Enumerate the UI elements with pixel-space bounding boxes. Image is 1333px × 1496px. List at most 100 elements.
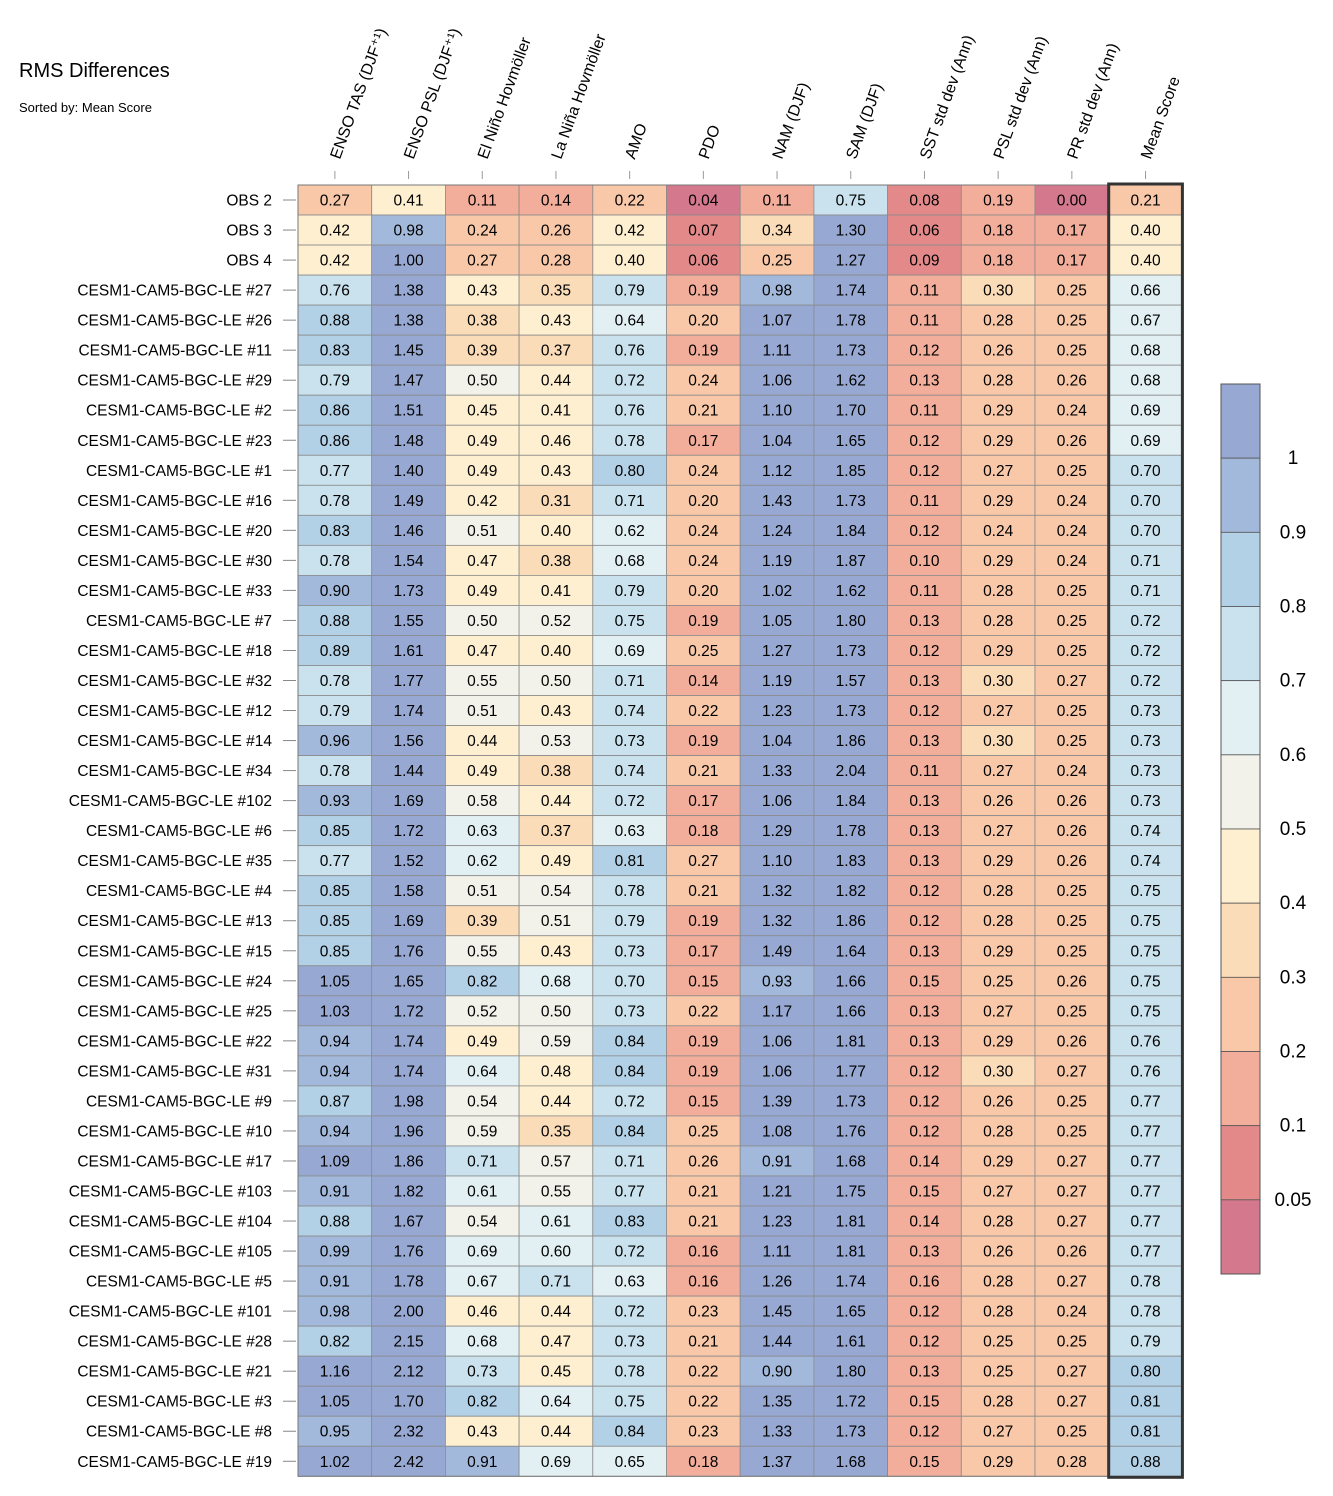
cell-value: 0.49 bbox=[541, 853, 571, 870]
cell-value: 0.30 bbox=[983, 733, 1014, 750]
cell-value: 0.69 bbox=[1130, 433, 1160, 450]
heatmap-cell bbox=[813, 484, 889, 516]
heatmap-cell bbox=[371, 1055, 446, 1087]
row-label: OBS 4 bbox=[226, 253, 272, 270]
heatmap-cell bbox=[592, 1025, 667, 1057]
heatmap-cell bbox=[1108, 695, 1183, 726]
heatmap-cell bbox=[739, 695, 815, 726]
cell-value: 0.41 bbox=[541, 583, 571, 600]
heatmap-cell bbox=[371, 1085, 446, 1117]
heatmap-cell bbox=[1034, 304, 1110, 336]
cell-value: 0.26 bbox=[541, 223, 571, 240]
heatmap-cell bbox=[1034, 665, 1110, 696]
cell-value: 0.84 bbox=[615, 1123, 646, 1140]
heatmap-cell bbox=[592, 1265, 667, 1297]
cell-value: 0.24 bbox=[688, 373, 719, 390]
heatmap-cell bbox=[518, 484, 594, 516]
colorbar-segment bbox=[1220, 902, 1261, 978]
heatmap-cell bbox=[887, 214, 962, 246]
heatmap-cell bbox=[518, 544, 594, 576]
cell-value: 0.72 bbox=[615, 793, 645, 810]
colorbar-tick-label: 0.6 bbox=[1280, 745, 1306, 766]
cell-value: 0.17 bbox=[688, 433, 718, 450]
cell-value: 0.25 bbox=[1057, 313, 1087, 330]
heatmap-cell bbox=[813, 1235, 889, 1267]
cell-value: 0.88 bbox=[320, 1214, 350, 1231]
heatmap-cell bbox=[592, 514, 667, 546]
cell-value: 1.78 bbox=[836, 313, 866, 330]
cell-value: 0.81 bbox=[1130, 1424, 1160, 1441]
heatmap-cell bbox=[813, 935, 889, 967]
cell-value: 0.12 bbox=[909, 1123, 939, 1140]
cell-value: 0.28 bbox=[983, 883, 1013, 900]
cell-value: 0.82 bbox=[320, 1334, 350, 1351]
heatmap-cell bbox=[518, 695, 594, 726]
cell-value: 0.29 bbox=[983, 643, 1013, 660]
heatmap-cell bbox=[592, 1055, 667, 1087]
heatmap-cell bbox=[592, 394, 667, 426]
heatmap-cell bbox=[960, 454, 1036, 486]
heatmap-cell bbox=[297, 484, 373, 516]
row-label: CESM1-CAM5-BGC-LE #102 bbox=[69, 793, 272, 810]
cell-value: 0.22 bbox=[688, 1364, 718, 1381]
cell-value: 0.51 bbox=[467, 883, 497, 900]
cell-value: 0.42 bbox=[467, 493, 497, 510]
heatmap-cell bbox=[371, 845, 446, 877]
heatmap-cell bbox=[813, 274, 889, 306]
cell-value: 0.12 bbox=[909, 523, 939, 540]
heatmap-cell bbox=[739, 1385, 815, 1417]
heatmap-cell bbox=[444, 1145, 520, 1177]
heatmap-cell bbox=[1034, 875, 1110, 907]
cell-value: 0.79 bbox=[1130, 1334, 1160, 1351]
cell-value: 1.32 bbox=[762, 913, 792, 930]
heatmap-cell bbox=[960, 785, 1036, 817]
cell-value: 0.76 bbox=[615, 343, 645, 360]
cell-value: 1.11 bbox=[763, 1244, 792, 1261]
cell-value: 0.75 bbox=[615, 1394, 645, 1411]
cell-value: 1.81 bbox=[836, 1244, 866, 1261]
heatmap-cell bbox=[666, 1025, 741, 1057]
colorbar-border bbox=[1220, 383, 1261, 1275]
cell-value: 0.72 bbox=[1130, 643, 1160, 660]
heatmap-cell bbox=[1108, 364, 1183, 396]
cell-value: 2.00 bbox=[393, 1304, 424, 1321]
cell-value: 1.64 bbox=[836, 943, 867, 960]
cell-value: 0.71 bbox=[615, 673, 645, 690]
cell-value: 0.27 bbox=[1057, 1394, 1087, 1411]
cell-value: 0.43 bbox=[541, 313, 571, 330]
heatmap-cell bbox=[813, 1115, 889, 1147]
cell-value: 0.47 bbox=[467, 643, 497, 660]
cell-value: 0.49 bbox=[467, 763, 497, 780]
cell-value: 0.19 bbox=[688, 613, 718, 630]
cell-value: 0.64 bbox=[467, 1063, 498, 1080]
heatmap-cell bbox=[813, 815, 889, 847]
heatmap-cell bbox=[960, 274, 1036, 306]
cell-value: 1.44 bbox=[393, 763, 424, 780]
heatmap-cell bbox=[518, 1235, 594, 1267]
cell-value: 0.11 bbox=[910, 313, 939, 330]
heatmap-cell bbox=[666, 1355, 741, 1387]
heatmap-cell bbox=[444, 1115, 520, 1147]
cell-value: 0.62 bbox=[467, 853, 497, 870]
cell-value: 1.68 bbox=[836, 1153, 866, 1170]
cell-value: 1.02 bbox=[320, 1454, 350, 1471]
cell-value: 0.25 bbox=[1057, 643, 1087, 660]
heatmap-cell bbox=[592, 1085, 667, 1117]
cell-value: 1.04 bbox=[762, 433, 793, 450]
heatmap-cell bbox=[371, 304, 446, 336]
row-label: CESM1-CAM5-BGC-LE #101 bbox=[69, 1304, 272, 1321]
cell-value: 0.73 bbox=[615, 1003, 645, 1020]
cell-value: 0.91 bbox=[762, 1153, 792, 1170]
cell-value: 0.88 bbox=[1130, 1454, 1160, 1471]
column-header: SST std dev (Ann) bbox=[917, 33, 978, 161]
cell-value: 1.70 bbox=[393, 1394, 424, 1411]
cell-value: 1.58 bbox=[393, 883, 423, 900]
heatmap-cell bbox=[1034, 965, 1110, 997]
cell-value: 0.82 bbox=[467, 973, 497, 990]
heatmap-cell bbox=[297, 695, 373, 726]
cell-value: 1.56 bbox=[393, 733, 423, 750]
cell-value: 1.05 bbox=[320, 1394, 350, 1411]
cell-value: 0.71 bbox=[615, 493, 645, 510]
cell-value: 0.57 bbox=[541, 1153, 571, 1170]
cell-value: 1.37 bbox=[762, 1454, 792, 1471]
